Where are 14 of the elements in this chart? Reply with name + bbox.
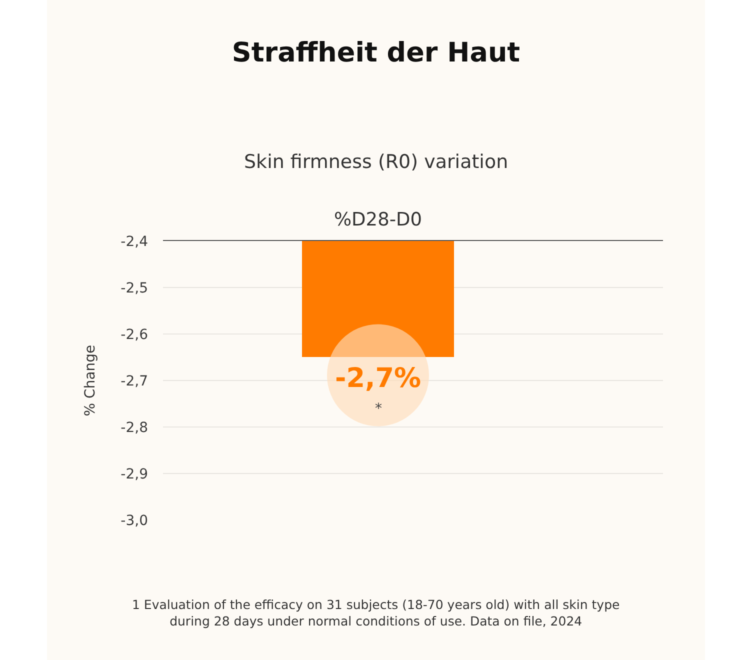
x-tick-label: %D28-D0 (334, 210, 422, 231)
chart-subtitle: Skin firmness (R0) variation (244, 151, 508, 173)
text: 1 Evaluation of the efficacy on 31 subjects (18-70 years old) with all skin type during 28 days under normal conditions of use. Data on file, 2024 (132, 597, 620, 628)
y-tick-label: -2,9 (120, 466, 148, 482)
annotation: * (375, 401, 382, 417)
chart-title: Straffheit der Haut (232, 37, 520, 68)
y-tick-label: -2,8 (120, 420, 148, 436)
y-tick-label: -2,5 (120, 280, 148, 296)
y-axis-title: % Change (82, 344, 98, 416)
y-tick-label: -2,4 (120, 234, 148, 250)
y-tick-label: -2,7 (120, 373, 148, 390)
y-tick-label: -3,0 (120, 512, 148, 529)
data-label: -2,7% (335, 363, 422, 394)
y-tick-label: -2,6 (120, 326, 148, 343)
